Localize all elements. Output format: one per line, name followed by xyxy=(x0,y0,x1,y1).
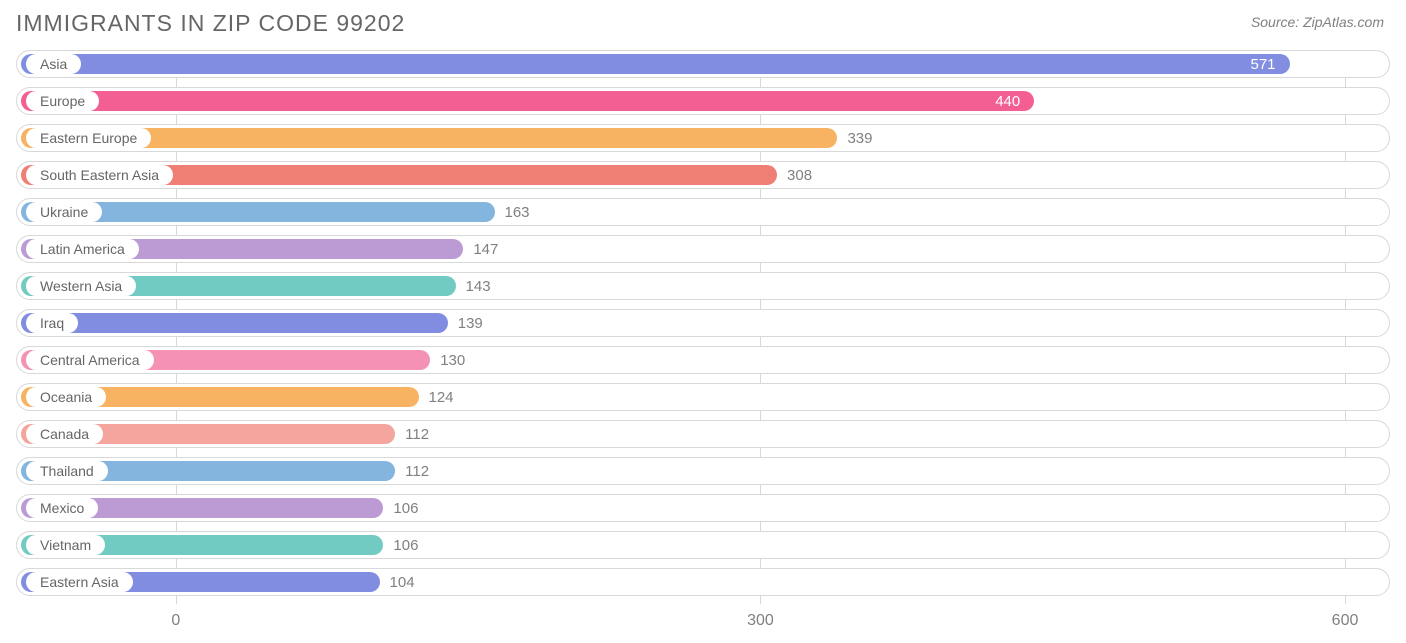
bar-track: Eastern Europe 339 xyxy=(16,124,1390,152)
bar-value: 124 xyxy=(429,384,454,410)
bar-value: 147 xyxy=(473,236,498,262)
bar-value: 440 xyxy=(995,91,1020,111)
bar-track: 571 Asia xyxy=(16,50,1390,78)
bar-track: Iraq 139 xyxy=(16,309,1390,337)
chart-plot: 571 Asia 440 Europe Eastern Europe 339 South E… xyxy=(16,50,1390,604)
bar-track: Ukraine 163 xyxy=(16,198,1390,226)
bar-fill xyxy=(21,313,448,333)
chart-title: IMMIGRANTS IN ZIP CODE 99202 xyxy=(16,10,405,37)
bar-track: 440 Europe xyxy=(16,87,1390,115)
bar-fill: 571 xyxy=(21,54,1290,74)
bar-track: Central America 130 xyxy=(16,346,1390,374)
bar-value: 163 xyxy=(505,199,530,225)
bar-value: 308 xyxy=(787,162,812,188)
bar-value: 139 xyxy=(458,310,483,336)
bar-label: Thailand xyxy=(26,461,108,481)
chart-header: IMMIGRANTS IN ZIP CODE 99202 Source: Zip… xyxy=(16,10,1390,50)
bar-value: 106 xyxy=(393,532,418,558)
bar-track: Latin America 147 xyxy=(16,235,1390,263)
bar-label: Asia xyxy=(26,54,81,74)
bar-fill: 440 xyxy=(21,91,1034,111)
bar-value: 143 xyxy=(466,273,491,299)
bar-track: Mexico 106 xyxy=(16,494,1390,522)
bar-value: 112 xyxy=(405,421,429,447)
bar-track: Thailand 112 xyxy=(16,457,1390,485)
bar-track: Canada 112 xyxy=(16,420,1390,448)
bar-value: 339 xyxy=(847,125,872,151)
bar-label: Central America xyxy=(26,350,154,370)
bar-label: Eastern Asia xyxy=(26,572,133,592)
axis-tick: 600 xyxy=(1332,612,1359,630)
bar-label: Eastern Europe xyxy=(26,128,151,148)
bar-value: 104 xyxy=(390,569,415,595)
bar-label: Oceania xyxy=(26,387,106,407)
bar-track: South Eastern Asia 308 xyxy=(16,161,1390,189)
bar-label: Ukraine xyxy=(26,202,102,222)
bar-label: Iraq xyxy=(26,313,78,333)
chart-source: Source: ZipAtlas.com xyxy=(1251,10,1390,30)
bar-value: 130 xyxy=(440,347,465,373)
chart-container: IMMIGRANTS IN ZIP CODE 99202 Source: Zip… xyxy=(0,0,1406,643)
bar-label: Latin America xyxy=(26,239,139,259)
bar-label: South Eastern Asia xyxy=(26,165,173,185)
bar-label: Canada xyxy=(26,424,103,444)
bar-track: Eastern Asia 104 xyxy=(16,568,1390,596)
bar-label: Western Asia xyxy=(26,276,136,296)
x-axis: 0 300 600 xyxy=(16,604,1390,638)
bar-label: Mexico xyxy=(26,498,98,518)
axis-tick: 0 xyxy=(171,612,180,630)
bar-label: Europe xyxy=(26,91,99,111)
axis-tick: 300 xyxy=(747,612,774,630)
bar-track: Vietnam 106 xyxy=(16,531,1390,559)
bar-value: 112 xyxy=(405,458,429,484)
bar-value: 106 xyxy=(393,495,418,521)
bar-track: Western Asia 143 xyxy=(16,272,1390,300)
bar-track: Oceania 124 xyxy=(16,383,1390,411)
bar-value: 571 xyxy=(1250,54,1275,74)
bar-label: Vietnam xyxy=(26,535,105,555)
